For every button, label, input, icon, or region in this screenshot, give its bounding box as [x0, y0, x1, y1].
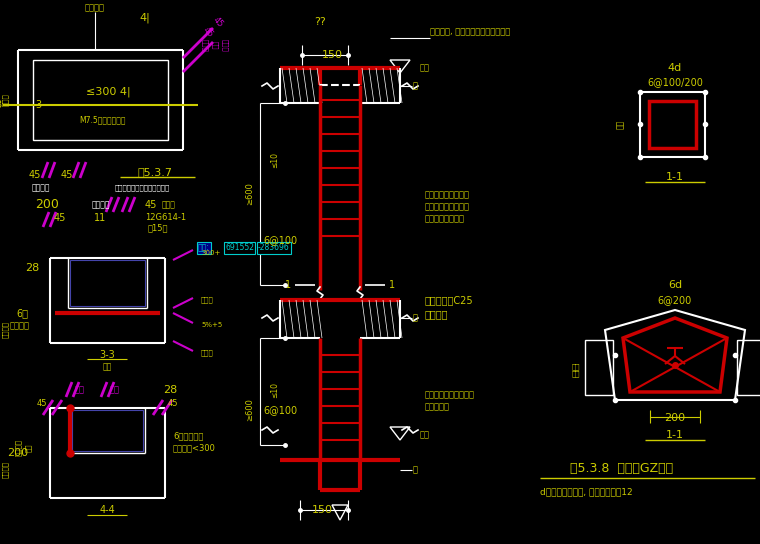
- Text: 5%+5: 5%+5: [201, 322, 222, 328]
- Text: 当为非承重墙体的构: 当为非承重墙体的构: [425, 190, 470, 200]
- Bar: [649, 101, 696, 148]
- Text: 45: 45: [201, 25, 215, 39]
- Text: 45: 45: [29, 170, 41, 180]
- Text: 6@100/200: 6@100/200: [647, 77, 703, 87]
- Text: 6d: 6d: [668, 280, 682, 290]
- Text: 6每: 6每: [16, 308, 28, 318]
- Text: 槽深: 槽深: [110, 386, 120, 394]
- Text: 开槽长度<300: 开槽长度<300: [173, 443, 216, 453]
- Text: 150: 150: [322, 50, 343, 60]
- Text: 1-1: 1-1: [666, 430, 684, 440]
- Text: 预留插筋, 根数、直径同构造柱纵筋: 预留插筋, 根数、直径同构造柱纵筋: [430, 28, 510, 36]
- Text: 45: 45: [36, 399, 47, 407]
- Text: 12G614-1: 12G614-1: [145, 213, 186, 222]
- Text: 迎水
一侧: 迎水 一侧: [572, 363, 580, 377]
- Text: 6@100: 6@100: [263, 235, 297, 245]
- Text: 一侧面: 一侧面: [201, 296, 214, 304]
- Text: 线槽宽度: 线槽宽度: [14, 440, 21, 456]
- Text: 预留插筋直径与根数同: 预留插筋直径与根数同: [425, 391, 475, 399]
- Text: 开槽后深度不大于墙厚的一半: 开槽后深度不大于墙厚的一半: [115, 185, 170, 191]
- Text: 砖墙一根: 砖墙一根: [10, 322, 30, 331]
- Text: 墙框筋: 墙框筋: [2, 94, 8, 107]
- Text: 槽深: 槽深: [24, 444, 31, 452]
- Text: ≥600: ≥600: [245, 183, 255, 206]
- Text: 线槽宽度: 线槽宽度: [2, 461, 8, 479]
- Text: 11: 11: [94, 213, 106, 223]
- Text: 28: 28: [163, 385, 177, 395]
- Text: 6每砖墙一根: 6每砖墙一根: [173, 431, 204, 441]
- Text: 4-4: 4-4: [99, 505, 115, 515]
- Text: 梁面: 梁面: [420, 64, 430, 72]
- Text: ≤300 4|: ≤300 4|: [86, 86, 130, 97]
- Text: d详有关结构详图, 未注明时均为12: d详有关结构详图, 未注明时均为12: [540, 487, 632, 497]
- Text: 孔眼用岩棉板填实: 孔眼用岩棉板填实: [425, 214, 465, 224]
- Text: 4d: 4d: [668, 63, 682, 73]
- Text: 45: 45: [145, 200, 157, 210]
- Text: 45: 45: [61, 170, 73, 180]
- Text: ≤10: ≤10: [271, 382, 280, 398]
- Bar: [33, 60, 168, 140]
- Text: 1-1: 1-1: [666, 172, 684, 182]
- Text: 造柱时，留设孔眼，: 造柱时，留设孔眼，: [425, 202, 470, 212]
- Text: 28: 28: [25, 263, 40, 273]
- Text: 3-3: 3-3: [99, 350, 115, 360]
- Text: 墙框筋: 墙框筋: [201, 39, 208, 51]
- Text: 线槽宽度: 线槽宽度: [92, 201, 110, 209]
- Text: 45: 45: [211, 15, 225, 29]
- Text: 混凝土采用C25: 混凝土采用C25: [425, 295, 473, 305]
- Text: 6@100: 6@100: [263, 405, 297, 415]
- Text: 图5.3.8  构造柱GZ做法: 图5.3.8 构造柱GZ做法: [570, 461, 673, 474]
- Bar: [737, 340, 760, 395]
- Text: 4|: 4|: [140, 13, 150, 23]
- Text: 墙厚面: 墙厚面: [201, 350, 214, 356]
- Text: 线槽宽度: 线槽宽度: [2, 322, 8, 338]
- Text: （后浇）: （后浇）: [425, 309, 448, 319]
- Text: 6@200: 6@200: [658, 295, 692, 305]
- Text: 命令:: 命令:: [198, 244, 210, 252]
- Bar: [72, 410, 143, 451]
- Text: 构造框: 构造框: [222, 39, 228, 51]
- Text: 200: 200: [664, 413, 686, 423]
- Text: 45: 45: [168, 399, 179, 407]
- Text: 墙厚: 墙厚: [103, 362, 112, 372]
- Text: 勾缝见: 勾缝见: [162, 201, 176, 209]
- Text: 构造柱纵筋: 构造柱纵筋: [425, 403, 450, 411]
- Text: 砖墙: 砖墙: [212, 41, 218, 50]
- Text: 第15页: 第15页: [148, 224, 169, 232]
- Text: 1: 1: [285, 280, 291, 290]
- Text: 691552: 691552: [225, 244, 254, 252]
- Text: 200: 200: [7, 448, 28, 458]
- Text: 1: 1: [389, 280, 395, 290]
- Bar: [70, 260, 145, 306]
- Text: M7.5水泥砂浆堵塞: M7.5水泥砂浆堵塞: [80, 115, 126, 125]
- Text: 梁: 梁: [413, 313, 417, 323]
- Text: 线槽宽度: 线槽宽度: [32, 183, 50, 193]
- Text: 槽深: 槽深: [75, 386, 85, 394]
- Text: 200: 200: [35, 199, 59, 212]
- Text: 梁: 梁: [413, 82, 417, 90]
- Text: ??: ??: [314, 17, 326, 27]
- Text: ≥600: ≥600: [245, 399, 255, 422]
- Text: 45: 45: [54, 213, 66, 223]
- Text: 梁面: 梁面: [420, 430, 430, 440]
- Text: 图5.3.7: 图5.3.7: [138, 167, 173, 177]
- Text: -283696: -283696: [258, 244, 290, 252]
- Text: 3: 3: [0, 100, 1, 110]
- Text: 水平筋线: 水平筋线: [85, 3, 105, 13]
- Bar: [640, 92, 705, 157]
- Text: 150: 150: [312, 505, 333, 515]
- Bar: [585, 340, 613, 395]
- Text: 300+: 300+: [201, 250, 220, 256]
- Text: 3: 3: [35, 100, 41, 110]
- Text: ≤10: ≤10: [271, 152, 280, 168]
- Text: 梁: 梁: [413, 466, 417, 474]
- Text: 墙厚: 墙厚: [616, 119, 625, 128]
